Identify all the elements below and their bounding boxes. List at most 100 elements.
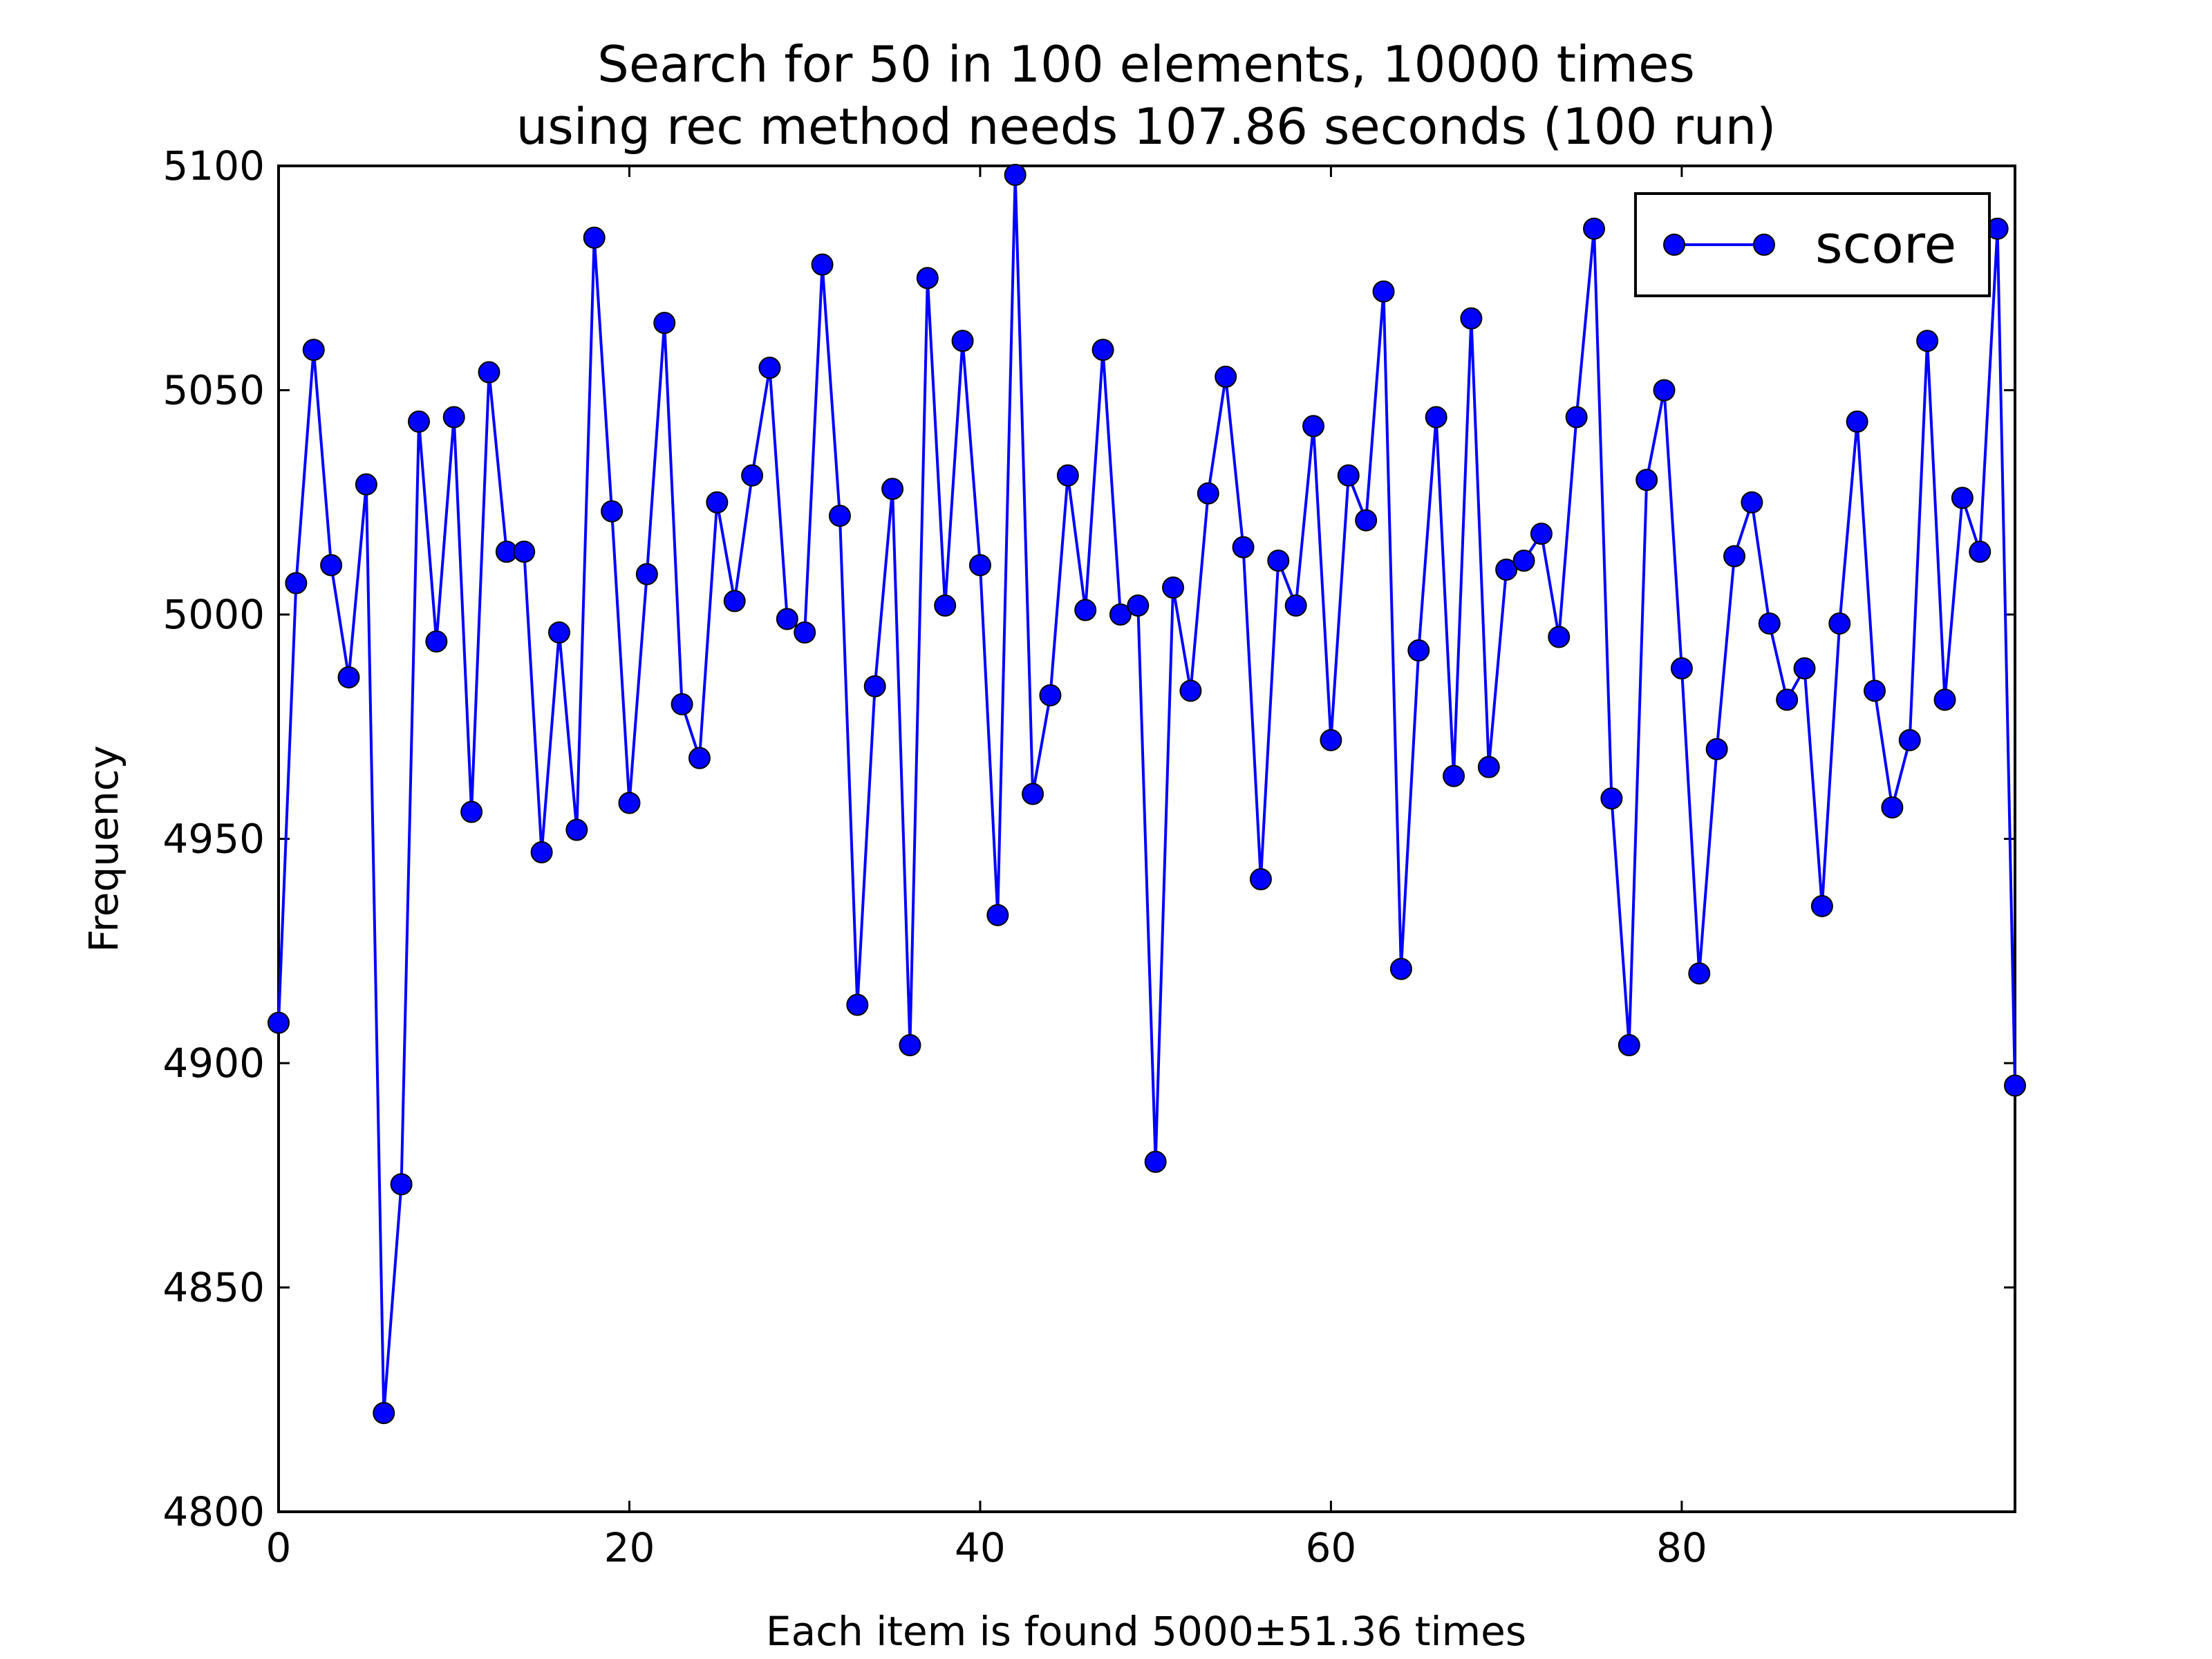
data-point — [863, 675, 886, 697]
data-point — [1109, 603, 1132, 626]
data-point — [1179, 679, 1202, 702]
data-point — [1004, 163, 1027, 186]
data-point — [1443, 765, 1465, 787]
data-point — [1091, 339, 1114, 362]
data-point — [547, 621, 570, 644]
data-point — [1056, 464, 1079, 487]
y-tick-label: 4900 — [162, 1040, 265, 1087]
data-point — [1916, 330, 1939, 353]
data-point — [1670, 657, 1693, 679]
data-point — [1074, 599, 1097, 621]
data-point — [460, 800, 483, 823]
legend: score — [1634, 192, 1991, 297]
data-point — [513, 541, 536, 563]
data-point — [1635, 469, 1658, 491]
y-tick-label: 5000 — [162, 591, 265, 638]
data-point — [706, 491, 729, 514]
data-point — [1495, 559, 1518, 581]
data-point — [1372, 280, 1395, 303]
chart-title-line-1: Search for 50 in 100 elements, 10000 tim… — [597, 35, 1695, 93]
data-point — [2004, 1074, 2026, 1097]
series-line-score — [277, 173, 2016, 1415]
data-point — [390, 1173, 413, 1196]
y-tick-label: 4950 — [162, 816, 265, 863]
data-point — [1565, 406, 1588, 429]
data-point — [1758, 612, 1781, 635]
data-point — [881, 478, 904, 500]
data-point — [478, 361, 500, 384]
data-point — [1144, 1150, 1167, 1173]
data-point — [671, 693, 693, 715]
data-point — [1864, 679, 1886, 702]
data-point — [1302, 415, 1325, 438]
data-point — [1039, 684, 1062, 706]
axis-ticks: 0 20 40 60 80 4800 4850 4900 4950 5000 5050 5100 — [162, 142, 2015, 1571]
data-point — [285, 572, 308, 594]
data-point — [758, 357, 781, 379]
data-point — [968, 554, 991, 577]
x-tick-label: 80 — [1656, 1524, 1707, 1571]
data-point — [916, 267, 939, 290]
data-point — [1337, 464, 1360, 487]
data-point — [635, 563, 658, 585]
data-point — [1389, 957, 1412, 980]
data-point — [1548, 626, 1571, 648]
data-point — [1881, 796, 1904, 819]
data-point — [425, 630, 448, 653]
data-point — [1600, 787, 1623, 810]
data-point — [1022, 782, 1044, 805]
y-axis-label: Frequency — [80, 745, 127, 953]
data-point — [1723, 545, 1746, 568]
data-point — [846, 993, 869, 1016]
data-point — [1232, 536, 1255, 559]
x-tick-label: 60 — [1306, 1524, 1357, 1571]
data-point — [407, 410, 430, 433]
data-point — [601, 500, 624, 523]
data-point — [302, 339, 325, 362]
x-tick-label: 20 — [604, 1524, 655, 1571]
data-point — [530, 841, 553, 863]
data-point — [1810, 894, 1833, 917]
data-point — [1425, 406, 1447, 429]
data-point — [1776, 688, 1799, 711]
data-point — [1197, 482, 1219, 505]
data-point — [1284, 594, 1307, 617]
data-point — [1969, 541, 1991, 563]
plot-frame — [277, 165, 2016, 1513]
data-point — [1215, 366, 1237, 388]
data-point — [934, 594, 957, 617]
data-point — [741, 464, 764, 487]
data-point — [811, 253, 834, 276]
data-point — [618, 791, 641, 814]
data-point — [1512, 550, 1535, 572]
data-point — [1407, 639, 1430, 662]
data-point — [688, 747, 711, 769]
data-point — [723, 590, 746, 612]
data-point — [1583, 217, 1606, 240]
data-point — [1618, 1034, 1640, 1057]
data-point — [1355, 509, 1378, 532]
y-tick-label: 5050 — [162, 367, 265, 414]
legend-label: score — [1815, 214, 1956, 275]
data-point — [1688, 962, 1711, 985]
legend-marker — [1663, 234, 1685, 256]
data-point — [1249, 868, 1272, 890]
data-point — [1828, 612, 1851, 635]
x-tick-label: 0 — [266, 1524, 292, 1571]
series-score — [268, 163, 2026, 1425]
data-point — [1162, 577, 1185, 599]
data-point — [1530, 523, 1553, 545]
data-point — [1477, 756, 1500, 778]
legend-marker — [1753, 234, 1775, 256]
data-point — [1653, 379, 1676, 402]
y-tick-label: 5100 — [162, 142, 265, 189]
data-point — [1741, 491, 1763, 514]
y-tick-label: 4850 — [162, 1264, 265, 1311]
data-point — [1846, 410, 1868, 433]
data-point — [337, 666, 360, 688]
data-point — [1951, 487, 1974, 509]
data-point — [442, 406, 465, 429]
data-point — [1320, 729, 1342, 751]
data-point — [565, 818, 588, 841]
